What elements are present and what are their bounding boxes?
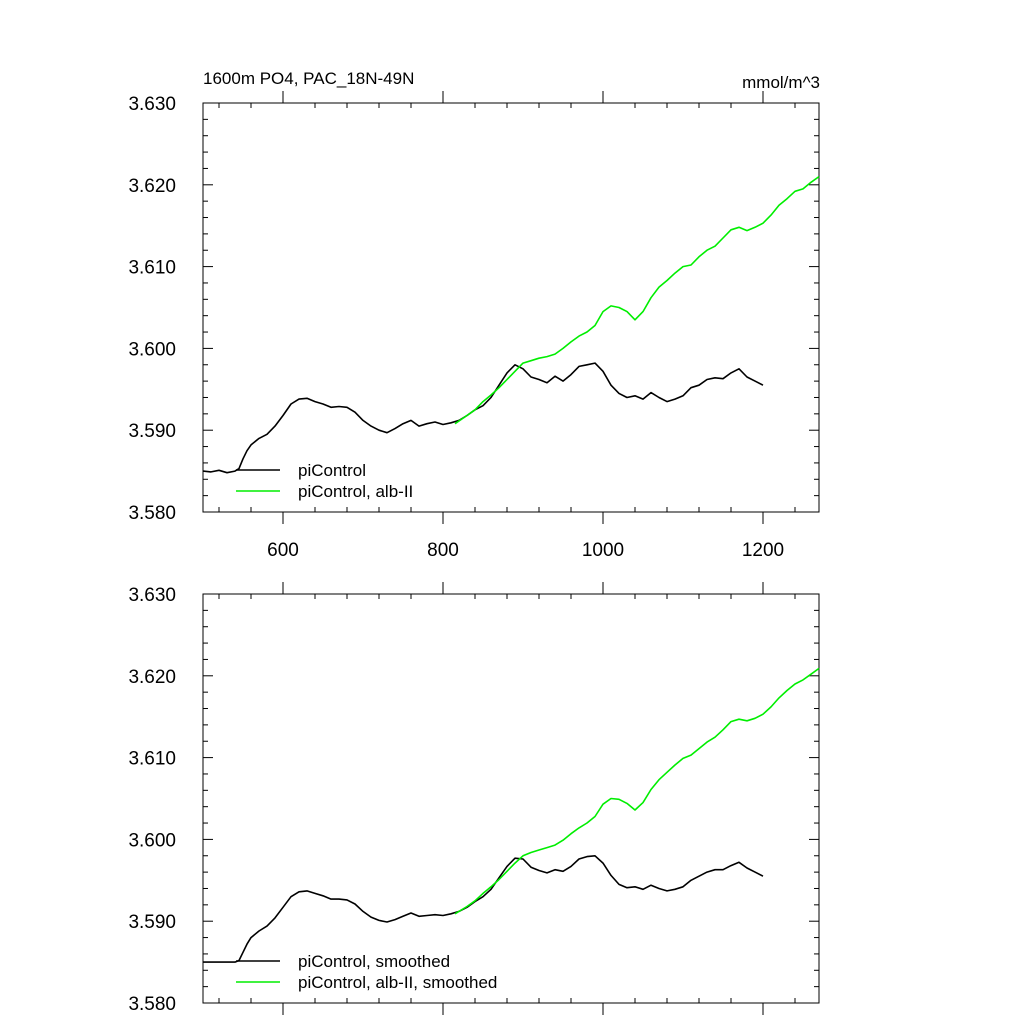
minor-ticks: [203, 594, 819, 1003]
major-ticks: [203, 91, 819, 524]
series-lines: [202, 175, 820, 474]
series-lines: [203, 667, 820, 963]
y-tick-label: 3.580: [128, 994, 176, 1015]
minor-ticks: [203, 103, 819, 512]
plot-frame: [202, 593, 820, 1004]
major-ticks: [203, 582, 819, 1015]
legend-label: piControl, alb-II, smoothed: [298, 973, 497, 992]
y-axis-labels: 3.580 3.590 3.600 3.610 3.620 3.630: [128, 585, 176, 1015]
x-axis-labels: 600 800 1000 1200: [267, 540, 784, 561]
y-tick-label: 3.630: [128, 94, 176, 115]
y-tick-label: 3.600: [128, 830, 176, 851]
series-line: [203, 854, 764, 963]
legend-label: piControl: [298, 461, 366, 480]
y-tick-label: 3.630: [128, 585, 176, 606]
legend: piControl, smoothed piControl, alb-II, sm…: [236, 952, 497, 992]
y-tick-label: 3.590: [128, 421, 176, 442]
bottom-panel: 3.580 3.590 3.600 3.610 3.620 3.630 piControl…: [128, 582, 820, 1015]
legend-label: piControl, alb-II: [298, 482, 413, 501]
plot-frame: [202, 102, 820, 513]
chart-title: 1600m PO4, PAC_18N-49N: [203, 69, 414, 88]
y-axis-labels: 3.580 3.590 3.600 3.610 3.620 3.630: [128, 94, 176, 524]
top-panel: 3.580 3.590 3.600 3.610 3.620 3.630 600 800 100…: [128, 91, 820, 561]
y-tick-label: 3.620: [128, 176, 176, 197]
x-tick-label: 1200: [742, 540, 784, 561]
y-tick-label: 3.610: [128, 749, 176, 770]
legend: piControl piControl, alb-II: [236, 461, 413, 501]
x-tick-label: 600: [267, 540, 299, 561]
x-tick-label: 1000: [582, 540, 624, 561]
y-tick-label: 3.590: [128, 912, 176, 933]
y-tick-label: 3.610: [128, 258, 176, 279]
y-tick-label: 3.620: [128, 667, 176, 688]
y-tick-label: 3.580: [128, 503, 176, 524]
units-label: mmol/m^3: [742, 73, 820, 92]
y-tick-label: 3.600: [128, 339, 176, 360]
legend-label: piControl, smoothed: [298, 952, 450, 971]
series-line: [454, 175, 820, 425]
series-line: [202, 362, 764, 474]
series-line: [454, 667, 820, 915]
x-tick-label: 800: [427, 540, 459, 561]
